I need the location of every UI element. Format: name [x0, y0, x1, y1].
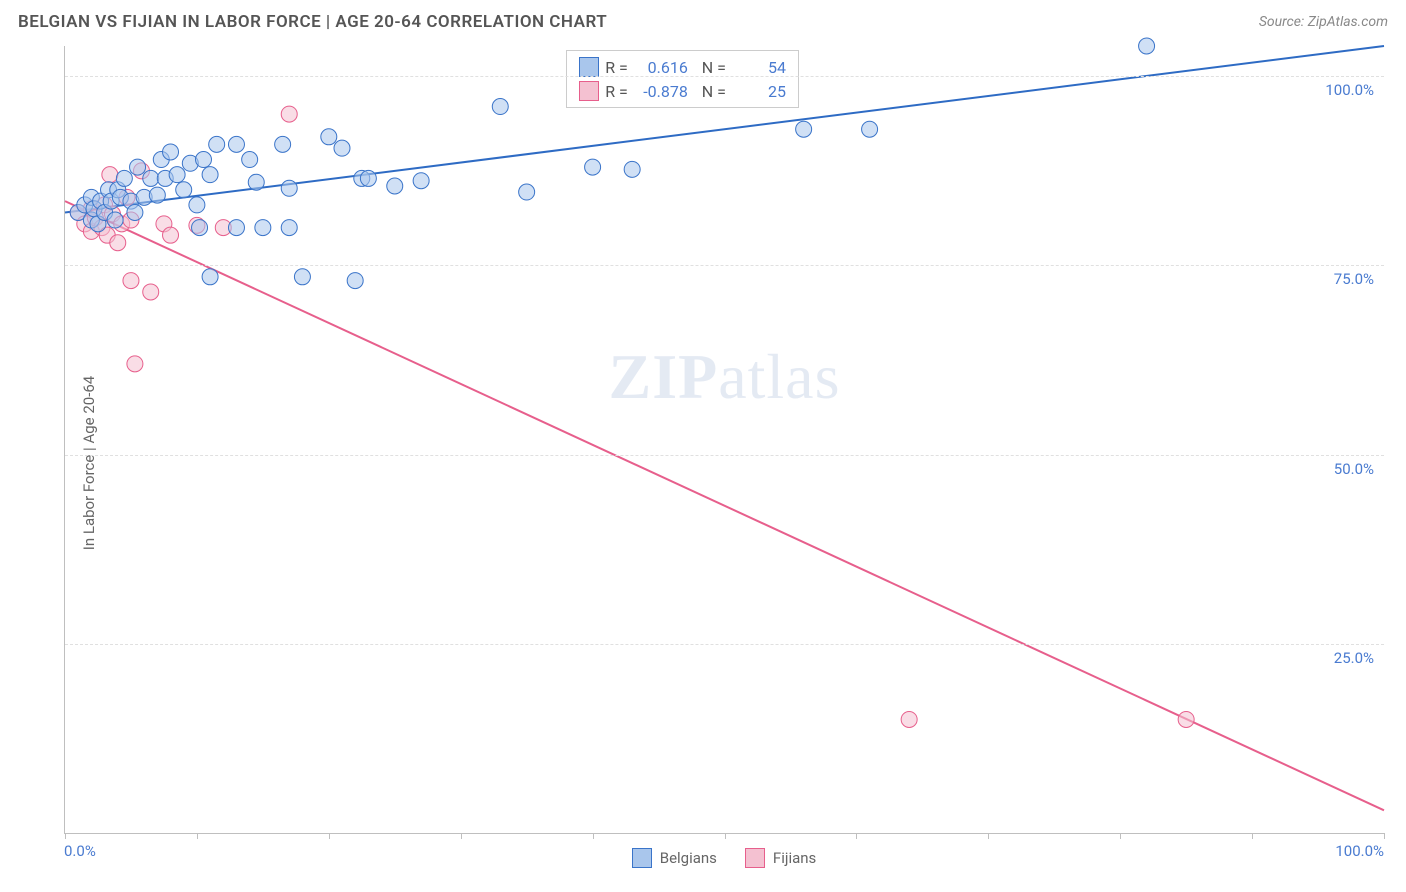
stats-legend: R = 0.616 N = 54 R = -0.878 N = 25 [566, 50, 799, 108]
plot-area: ZIPatlas R = 0.616 N = 54 R = -0.878 N =… [64, 46, 1384, 834]
data-point [519, 184, 535, 200]
legend-item-belgians: Belgians [632, 848, 717, 868]
data-point [107, 212, 123, 228]
data-point [242, 152, 258, 168]
x-tick-max: 100.0% [1335, 842, 1384, 860]
data-point [347, 273, 363, 289]
data-point [901, 711, 917, 727]
data-point [189, 197, 205, 213]
gridline [65, 76, 1384, 77]
y-tick-label: 75.0% [1334, 270, 1374, 288]
data-point [149, 187, 165, 203]
data-point [281, 220, 297, 236]
data-point [202, 167, 218, 183]
swatch-fijians [579, 81, 599, 101]
gridline [65, 644, 1384, 645]
data-point [110, 235, 126, 251]
y-tick-label: 100.0% [1325, 81, 1374, 99]
data-point [127, 204, 143, 220]
data-point [195, 152, 211, 168]
data-point [360, 170, 376, 186]
data-point [255, 220, 271, 236]
data-point [130, 159, 146, 175]
data-point [143, 170, 159, 186]
y-tick-label: 50.0% [1334, 460, 1374, 478]
data-point [163, 227, 179, 243]
data-point [281, 180, 297, 196]
data-point [163, 144, 179, 160]
data-point [143, 284, 159, 300]
x-tick-min: 0.0% [64, 842, 96, 860]
gridline [65, 265, 1384, 266]
data-point [624, 161, 640, 177]
swatch-belgians [579, 57, 599, 77]
scatter-points [65, 46, 1384, 833]
source-attribution: Source: ZipAtlas.com [1259, 14, 1388, 30]
data-point [248, 174, 264, 190]
data-point [116, 170, 132, 186]
correlation-chart: In Labor Force | Age 20-64 ZIPatlas R = … [12, 46, 1394, 880]
data-point [102, 167, 118, 183]
swatch-fijians-bottom [745, 848, 765, 868]
data-point [413, 173, 429, 189]
data-point [176, 182, 192, 198]
data-point [127, 356, 143, 372]
data-point [228, 136, 244, 152]
data-point [202, 269, 218, 285]
data-point [294, 269, 310, 285]
gridline [65, 455, 1384, 456]
swatch-belgians-bottom [632, 848, 652, 868]
page-title: BELGIAN VS FIJIAN IN LABOR FORCE | AGE 2… [18, 12, 607, 32]
legend-label: Belgians [660, 849, 717, 867]
data-point [1178, 711, 1194, 727]
data-point [585, 159, 601, 175]
data-point [334, 140, 350, 156]
data-point [492, 99, 508, 115]
data-point [209, 136, 225, 152]
y-tick-label: 25.0% [1334, 649, 1374, 667]
data-point [796, 121, 812, 137]
data-point [862, 121, 878, 137]
stats-row-fijians: R = -0.878 N = 25 [579, 79, 786, 103]
data-point [228, 220, 244, 236]
legend-item-fijians: Fijians [745, 848, 816, 868]
data-point [192, 220, 208, 236]
data-point [275, 136, 291, 152]
data-point [387, 178, 403, 194]
legend-label: Fijians [773, 849, 816, 867]
x-tick [1384, 833, 1385, 839]
bottom-legend: 0.0% Belgians Fijians 100.0% [64, 836, 1384, 880]
data-point [123, 273, 139, 289]
data-point [1139, 38, 1155, 54]
data-point [281, 106, 297, 122]
data-point [321, 129, 337, 145]
data-point [169, 167, 185, 183]
